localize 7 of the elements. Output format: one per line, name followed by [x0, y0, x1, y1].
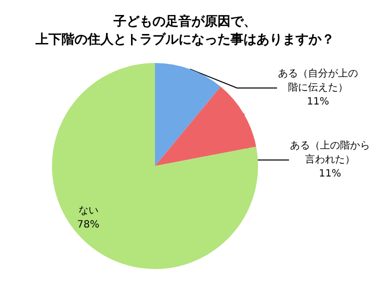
slice-label: ある（上の階から言われた） [290, 140, 370, 166]
data-label: 11% [306, 96, 330, 108]
data-label: 11% [318, 168, 342, 180]
chart-title: 子どもの足音が原因で、上下階の住人とトラブルになった事はありますか？ [34, 14, 334, 48]
slice-label: ない [78, 205, 98, 216]
data-label: 78% [77, 219, 100, 230]
slice-label: ある（自分が上の階に伝えた） [278, 68, 358, 94]
